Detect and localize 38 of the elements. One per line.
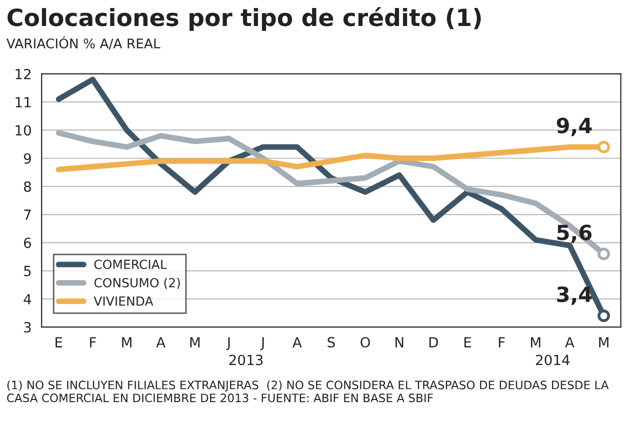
x-tick-label: M [122, 337, 132, 348]
text: (1) NO SE INCLUYEN FILIALES EXTRANJERAS (2) NO SE CONSIDERA EL TRASPASO DE DEUDAS DESDE LA CASA COMERCIAL EN DICIEMBRE DE 2013 - FUENTE: ABIF EN BASE A SBIF [7, 380, 609, 402]
data-label: 5,6 [557, 224, 592, 243]
legend-label: COMERCIAL [94, 260, 167, 270]
y-tick-label: 6 [24, 238, 32, 248]
x-tick-label: N [396, 337, 404, 348]
y-tick-label: 8 [24, 181, 31, 192]
x-tick-label: O [360, 337, 370, 348]
x-tick-label: J [226, 337, 230, 350]
y-tick-label: 11 [16, 97, 31, 108]
x-tick-label: E [464, 337, 471, 348]
text: 2013 [229, 354, 263, 366]
x-tick-label: A [292, 337, 302, 348]
y-tick-label: 5 [24, 266, 31, 276]
chart-title: Colocaciones por tipo de crédito (1) [8, 7, 481, 31]
x-tick-label: J [260, 337, 264, 350]
y-tick-label: 9 [24, 153, 31, 164]
x-tick-label: D [429, 337, 438, 348]
x-tick-label: M [190, 337, 200, 348]
y-tick-label: 3 [24, 322, 31, 333]
x-tick-label: M [530, 337, 540, 348]
data-label: 9,4 [556, 118, 592, 136]
x-tick-label: M [599, 337, 608, 348]
chart-subtitle: VARIACIÓN % A/A REAL [6, 36, 160, 50]
x-tick-label: F [498, 337, 505, 348]
data-label: 3,4 [557, 286, 592, 305]
x-tick-label: A [565, 337, 574, 348]
y-tick-label: 12 [16, 68, 30, 80]
x-tick-label: E [56, 337, 62, 348]
x-tick-label: S [328, 337, 335, 348]
x-tick-label: A [156, 337, 166, 348]
y-tick-label: 4 [24, 294, 32, 304]
text: 2014 [536, 354, 570, 366]
legend-label: CONSUMO (2) [94, 278, 180, 289]
x-tick-label: F [90, 337, 96, 348]
y-tick-label: 10 [16, 125, 31, 136]
y-tick-label: 7 [24, 210, 31, 220]
legend-label: VIVIENDA [94, 296, 154, 306]
